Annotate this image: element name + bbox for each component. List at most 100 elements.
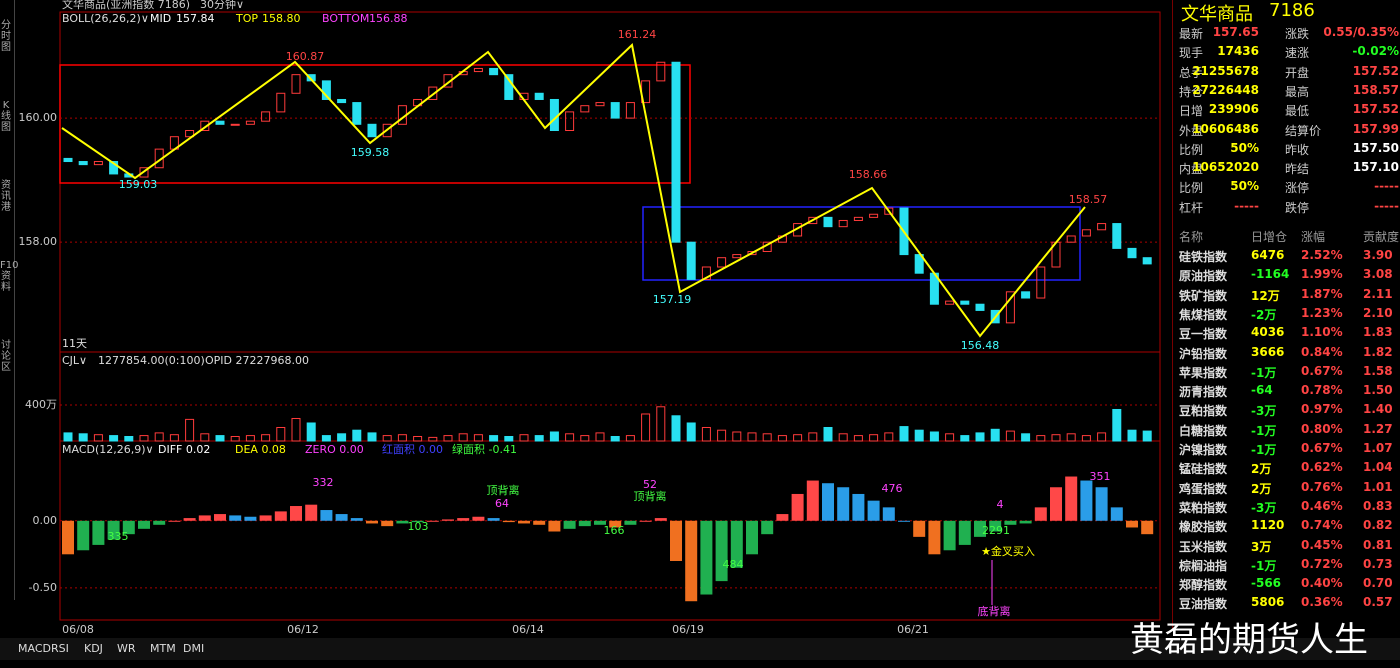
list-value: 0.72% — [1301, 556, 1343, 571]
candle — [1021, 291, 1031, 299]
list-value: -3万 — [1251, 500, 1277, 515]
volume-bar — [762, 433, 772, 442]
quote-value: 157.50 — [1352, 140, 1399, 155]
volume-bar — [671, 415, 681, 442]
macd-bar — [229, 515, 242, 521]
macd-annotation: 2291 — [982, 524, 1010, 537]
pivot-label: 158.66 — [849, 168, 888, 181]
macd-bar — [1095, 487, 1108, 521]
candle — [93, 161, 103, 166]
macd-bar — [563, 520, 576, 529]
quote-value: 17436 — [1217, 44, 1259, 59]
sidebar-tab: 资讯港 — [1, 180, 11, 213]
list-value: 2.11 — [1363, 286, 1393, 301]
list-value: -1万 — [1251, 365, 1277, 380]
candle — [808, 216, 818, 225]
list-value: -1万 — [1251, 558, 1277, 573]
volume-bar — [93, 434, 103, 442]
indicator-tabs: MACD RSI KDJ WR MTM DMI — [0, 638, 1400, 660]
macd-bar — [381, 520, 394, 527]
list-value: 1.82 — [1363, 344, 1393, 359]
quote-label: 比例 — [1179, 142, 1204, 157]
volume-bar — [732, 431, 742, 442]
macd-bar — [107, 520, 120, 540]
macd-bar — [928, 520, 941, 555]
macd-bar — [350, 518, 363, 521]
volume-bar — [610, 435, 620, 442]
volume-bar — [413, 435, 423, 442]
macd-bar — [214, 514, 226, 521]
list-value: 0.45% — [1301, 537, 1343, 552]
quote-label: 速涨 — [1285, 46, 1310, 61]
volume-bar — [1081, 435, 1091, 442]
pivot-label: 159.03 — [119, 178, 158, 191]
list-value: 0.57 — [1363, 595, 1393, 610]
pivot-label: 160.87 — [286, 50, 325, 63]
macd-annotation: 484 — [723, 558, 744, 571]
pivot-label: 156.48 — [961, 339, 1000, 352]
candle — [565, 111, 575, 132]
list-value: 0.73 — [1363, 556, 1393, 571]
volume-bar — [458, 433, 468, 442]
tab: RSI — [51, 642, 69, 655]
list-value: 2万 — [1251, 481, 1272, 496]
list-value: -1万 — [1251, 423, 1277, 438]
macd-bar — [168, 520, 181, 522]
macd-bar — [92, 520, 105, 545]
volume-bar — [960, 435, 970, 442]
list-name: 棕榈油指 — [1179, 558, 1228, 573]
volume-bar — [717, 429, 727, 442]
quote-code: 7186 — [1269, 0, 1315, 21]
boll-header: BOLL(26,26,2)∨ — [62, 12, 149, 25]
quote-value: ----- — [1374, 198, 1399, 213]
candle — [853, 216, 863, 221]
list-value: 1.10% — [1301, 325, 1343, 340]
list-value: 1120 — [1251, 518, 1285, 533]
list-value: 0.78% — [1301, 383, 1343, 398]
candle — [914, 254, 924, 274]
volume-bar — [154, 432, 164, 442]
volume-bar — [899, 426, 909, 442]
macd-bar — [305, 504, 318, 521]
x-tick-label: 06/08 — [62, 623, 94, 636]
candle — [230, 123, 240, 126]
list-name: 铁矿指数 — [1179, 288, 1228, 303]
candle — [610, 102, 620, 119]
macd-bar — [1050, 487, 1062, 521]
quote-value: 27226448 — [1192, 82, 1259, 97]
range-box — [59, 64, 691, 184]
volume-bar — [1051, 434, 1061, 442]
list-value: 0.67% — [1301, 363, 1343, 378]
list-name: 玉米指数 — [1179, 539, 1228, 554]
list-name: 原油指数 — [1179, 269, 1228, 284]
y-tick-label: 400万 — [25, 398, 57, 411]
list-value: 0.36% — [1301, 595, 1343, 610]
x-tick-label: 06/19 — [672, 623, 704, 636]
list-value: 1.50 — [1363, 383, 1393, 398]
macd-bar — [578, 520, 591, 527]
quote-value: 157.10 — [1352, 160, 1399, 175]
volume-bar — [321, 435, 331, 442]
volume-bar — [1066, 433, 1076, 442]
volume-bar — [1097, 432, 1107, 442]
list-name: 锰硅指数 — [1179, 462, 1228, 477]
volume-bar — [534, 435, 544, 442]
list-name: 硅铁指数 — [1179, 250, 1228, 264]
quote-value: 50% — [1230, 140, 1259, 155]
list-value: 1.87% — [1301, 286, 1343, 301]
macd-bar — [442, 519, 454, 521]
macd-bar — [654, 518, 667, 521]
candle — [245, 120, 255, 125]
list-value: 1.58 — [1363, 363, 1393, 378]
volume-bar — [1112, 408, 1122, 442]
x-tick-label: 06/14 — [512, 623, 544, 636]
list-value: 0.97% — [1301, 402, 1343, 417]
frame — [59, 11, 1161, 621]
macd-bar — [715, 520, 728, 582]
volume-bar — [109, 435, 119, 442]
quote-label: 昨收 — [1285, 142, 1310, 157]
macd-item: 红面积 0.00 — [382, 443, 443, 456]
list-name: 苹果指数 — [1179, 365, 1228, 380]
macd-bar — [487, 518, 500, 521]
